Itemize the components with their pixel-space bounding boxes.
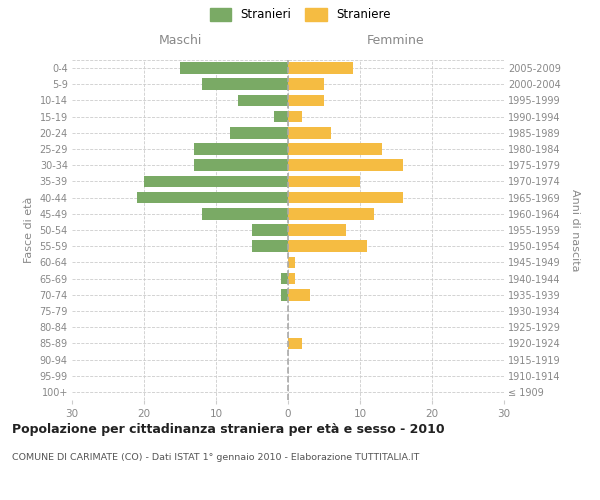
Bar <box>288 208 374 220</box>
Bar <box>288 338 302 349</box>
Text: Popolazione per cittadinanza straniera per età e sesso - 2010: Popolazione per cittadinanza straniera p… <box>12 422 445 436</box>
Bar <box>144 176 288 188</box>
Bar <box>202 208 288 220</box>
Bar <box>194 143 288 155</box>
Bar <box>288 62 353 74</box>
Text: COMUNE DI CARIMATE (CO) - Dati ISTAT 1° gennaio 2010 - Elaborazione TUTTITALIA.I: COMUNE DI CARIMATE (CO) - Dati ISTAT 1° … <box>12 452 419 462</box>
Bar <box>288 94 324 106</box>
Bar <box>288 256 295 268</box>
Bar <box>180 62 288 74</box>
Bar <box>288 111 302 122</box>
Bar <box>288 192 403 203</box>
Bar <box>252 224 288 236</box>
Bar <box>252 240 288 252</box>
Bar <box>202 78 288 90</box>
Bar <box>288 176 360 188</box>
Bar <box>288 78 324 90</box>
Y-axis label: Anni di nascita: Anni di nascita <box>571 188 580 271</box>
Bar <box>238 94 288 106</box>
Bar <box>288 272 295 284</box>
Bar <box>194 160 288 171</box>
Bar <box>288 224 346 236</box>
Y-axis label: Fasce di età: Fasce di età <box>24 197 34 263</box>
Bar <box>288 240 367 252</box>
Bar <box>288 143 382 155</box>
Legend: Stranieri, Straniere: Stranieri, Straniere <box>209 8 391 22</box>
Bar <box>281 272 288 284</box>
Text: Femmine: Femmine <box>367 34 425 47</box>
Bar <box>288 160 403 171</box>
Text: Maschi: Maschi <box>158 34 202 47</box>
Bar <box>281 289 288 300</box>
Bar <box>274 111 288 122</box>
Bar <box>137 192 288 203</box>
Bar <box>288 289 310 300</box>
Bar <box>288 127 331 138</box>
Bar <box>230 127 288 138</box>
